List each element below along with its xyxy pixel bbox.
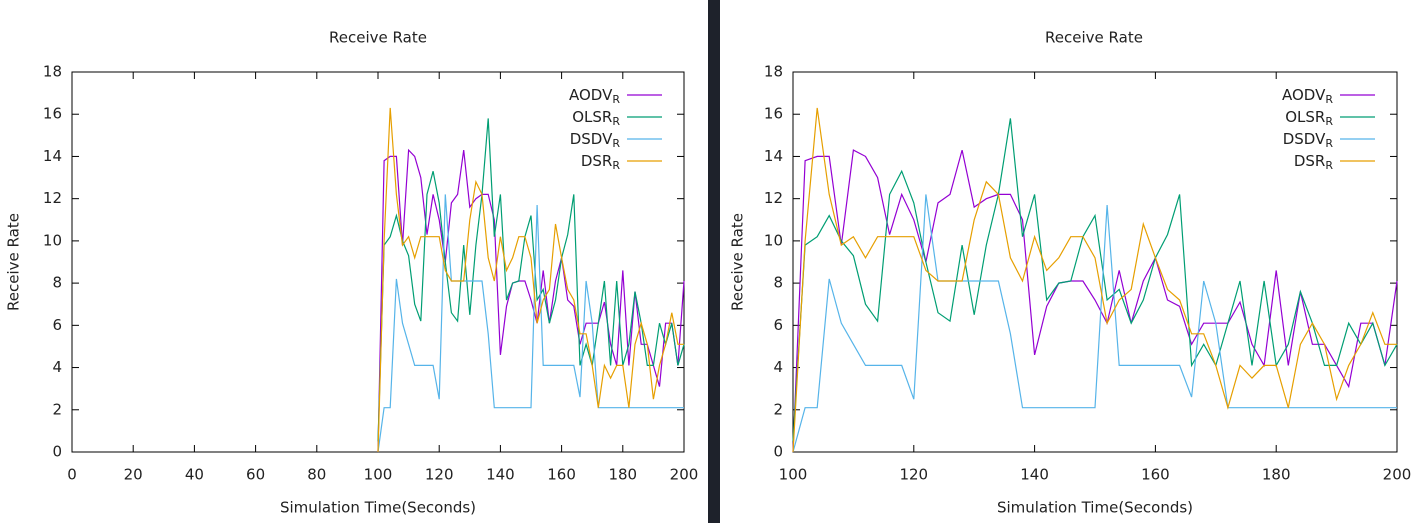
x-tick-label: 140 [486, 466, 515, 484]
x-tick-label: 120 [425, 466, 454, 484]
legend-label: DSDVR [570, 130, 621, 151]
chart-title: Receive Rate [329, 29, 427, 47]
y-tick-label: 8 [773, 274, 783, 292]
y-tick-label: 8 [52, 274, 62, 292]
legend-label: OLSRR [572, 108, 620, 129]
legend-label: AODVR [569, 86, 620, 107]
y-tick-label: 2 [52, 400, 62, 418]
x-tick-label: 40 [185, 466, 204, 484]
y-tick-label: 4 [52, 358, 62, 376]
x-axis-label: Simulation Time(Seconds) [997, 499, 1193, 517]
y-tick-label: 0 [773, 443, 783, 461]
y-tick-label: 10 [764, 231, 783, 249]
x-tick-label: 60 [246, 466, 265, 484]
y-axis-label: Receive Rate [5, 213, 23, 311]
y-tick-label: 0 [52, 443, 62, 461]
y-tick-label: 6 [52, 316, 62, 334]
legend-label: AODVR [1282, 86, 1333, 107]
x-tick-label: 160 [1141, 466, 1170, 484]
series-line [377, 107, 684, 453]
y-tick-label: 2 [773, 400, 783, 418]
y-axis-label: Receive Rate [729, 213, 747, 311]
plot-frame [792, 71, 1398, 453]
legend-label: DSRR [581, 152, 621, 173]
series-line [792, 149, 1398, 453]
y-tick-label: 16 [764, 105, 783, 123]
x-tick-label: 180 [608, 466, 637, 484]
y-tick-label: 4 [773, 358, 783, 376]
x-axis-label: Simulation Time(Seconds) [280, 499, 476, 517]
series-line [377, 148, 685, 453]
x-tick-label: 120 [899, 466, 928, 484]
x-tick-label: 180 [1262, 466, 1291, 484]
divider [708, 0, 720, 523]
y-tick-label: 14 [764, 147, 783, 165]
x-tick-label: 0 [67, 466, 77, 484]
series-line [377, 194, 684, 453]
x-tick-label: 200 [1383, 466, 1412, 484]
y-tick-label: 12 [43, 189, 62, 207]
y-tick-label: 16 [43, 105, 62, 123]
x-tick-label: 80 [307, 466, 326, 484]
y-tick-label: 10 [43, 231, 62, 249]
legend-label: DSRR [1294, 152, 1334, 173]
chart-title: Receive Rate [1045, 29, 1143, 47]
y-tick-label: 6 [773, 316, 783, 334]
y-tick-label: 14 [43, 147, 62, 165]
x-tick-label: 140 [1020, 466, 1049, 484]
series-line [792, 194, 1397, 453]
legend-label: OLSRR [1285, 108, 1333, 129]
x-tick-label: 100 [364, 466, 393, 484]
x-tick-label: 20 [124, 466, 143, 484]
x-tick-label: 160 [547, 466, 576, 484]
series-line [377, 118, 685, 442]
y-tick-label: 12 [764, 189, 783, 207]
series-line [792, 107, 1397, 453]
series-line [792, 118, 1398, 442]
x-tick-label: 200 [670, 466, 699, 484]
y-tick-label: 18 [764, 63, 783, 81]
y-tick-label: 18 [43, 63, 62, 81]
legend-label: DSDVR [1283, 130, 1334, 151]
x-tick-label: 100 [779, 466, 808, 484]
